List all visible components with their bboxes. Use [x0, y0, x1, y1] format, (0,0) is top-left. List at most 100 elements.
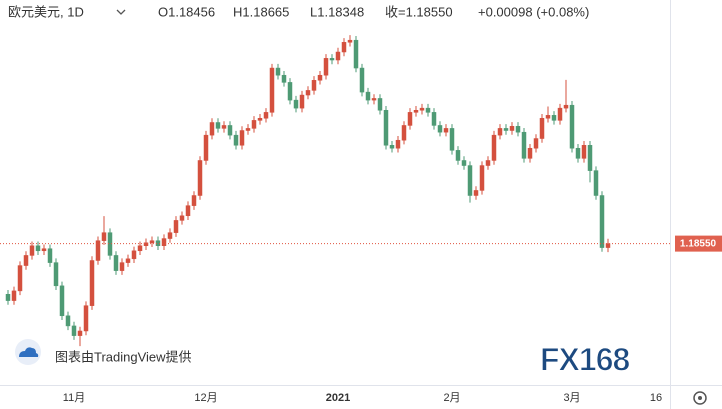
header-close: 收=1.18550	[385, 4, 453, 19]
candle-body	[245, 128, 251, 131]
candle-body	[83, 305, 89, 332]
candle-body	[353, 39, 359, 69]
candle-body	[539, 118, 545, 139]
candle-body	[59, 285, 65, 317]
candle-body	[179, 215, 185, 221]
candle-body	[341, 42, 347, 53]
candle-body	[587, 145, 593, 171]
candle-body	[173, 220, 179, 233]
candle-body	[125, 258, 131, 263]
gear[interactable]	[693, 391, 707, 405]
candle-body	[407, 112, 413, 126]
candle-body	[119, 262, 125, 271]
candle-body	[131, 250, 137, 260]
candle-body	[401, 125, 407, 141]
candle-body	[431, 112, 437, 126]
header-change: +0.00098 (+0.08%)	[478, 4, 589, 19]
candle-body	[113, 255, 119, 271]
candle-body	[227, 125, 233, 136]
candle-body	[503, 128, 509, 131]
candle-body	[485, 160, 491, 166]
cloud-icon	[19, 347, 39, 357]
candle-body	[479, 165, 485, 191]
candle-body	[575, 147, 581, 159]
x-tick-label: 2月	[443, 392, 460, 404]
header-low: L1.18348	[310, 4, 364, 19]
candle-body	[71, 325, 77, 336]
credit-logo	[15, 339, 41, 365]
candle-body	[161, 238, 167, 246]
candle-body	[581, 145, 587, 159]
candle-body	[281, 74, 287, 83]
candle-body	[383, 110, 389, 146]
last-price-label: 1.18550	[680, 238, 717, 249]
gear-center[interactable]	[698, 396, 702, 400]
candle-body	[305, 90, 311, 96]
settings-icon[interactable]	[693, 391, 707, 405]
candle-body	[5, 294, 11, 301]
candle-body	[497, 128, 503, 136]
candle-body	[77, 330, 83, 336]
candle-body	[443, 128, 449, 133]
x-tick-label: 3月	[563, 392, 580, 404]
candle-body	[203, 134, 209, 161]
chevron[interactable]	[116, 9, 126, 15]
candle-body	[53, 262, 59, 287]
candle-body	[419, 107, 425, 111]
candle-body	[515, 126, 521, 133]
candle-body	[233, 134, 239, 146]
candle-body	[101, 232, 107, 241]
candle-body	[167, 232, 173, 239]
symbol[interactable]: 欧元美元, 1D	[8, 4, 84, 19]
candle-body	[323, 58, 329, 76]
candle-body	[209, 122, 215, 136]
candle-body	[269, 67, 275, 113]
candle-body	[23, 255, 29, 266]
candle-body	[197, 160, 203, 196]
candle-body	[551, 115, 557, 121]
last-price-tag	[675, 235, 722, 252]
candle-body	[389, 145, 395, 149]
candle-body	[449, 128, 455, 151]
candle-body	[35, 245, 41, 252]
candle-body	[251, 120, 257, 129]
candle-body	[557, 107, 563, 121]
candle-body	[437, 125, 443, 133]
candle-body	[329, 58, 335, 61]
candle-body	[215, 122, 221, 129]
candle-body	[521, 131, 527, 159]
candle-body	[473, 190, 479, 196]
header-open: O1.18456	[158, 4, 215, 19]
candle-body	[257, 118, 263, 121]
x-tick-label: 12月	[194, 392, 217, 404]
candle-body	[455, 150, 461, 161]
candle-body	[425, 107, 431, 113]
candle-body	[89, 260, 95, 306]
candle-body	[275, 67, 281, 76]
candle-body	[371, 98, 377, 101]
x-tick-label: 2021	[326, 392, 350, 404]
candle-body	[563, 104, 569, 109]
candle-body	[65, 315, 71, 327]
candle-body	[41, 248, 47, 252]
candle-body	[317, 74, 323, 81]
header-high: H1.18665	[233, 4, 289, 19]
candle-body	[491, 134, 497, 161]
candle-body	[293, 99, 299, 109]
candle-body	[599, 195, 605, 248]
x-tick-label: 16	[650, 392, 662, 404]
candle-body	[593, 170, 599, 196]
candle-body	[221, 125, 227, 129]
candle-body	[377, 98, 383, 111]
candle-body	[527, 147, 533, 159]
candle-body	[239, 130, 245, 146]
candle-body	[335, 51, 341, 61]
candle-body	[47, 248, 53, 263]
candle-body	[395, 139, 401, 149]
candle-body	[95, 240, 101, 261]
credit[interactable]: 图表由TradingView提供	[55, 349, 192, 364]
candle-body	[545, 115, 551, 119]
x-tick-label: 11月	[63, 392, 85, 404]
candle-body	[533, 138, 539, 149]
